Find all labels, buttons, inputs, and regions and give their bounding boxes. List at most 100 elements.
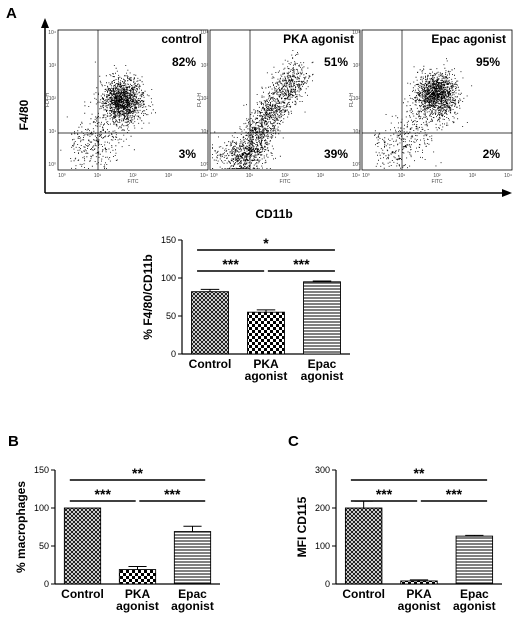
flow-x-tick-label: 10⁰ xyxy=(58,173,66,179)
flow-y-tick-label: 10³ xyxy=(49,63,57,69)
category-label: Control xyxy=(342,587,385,601)
category-label: Control xyxy=(189,357,232,371)
flow-x-tick-label: 10² xyxy=(281,173,289,179)
flow-x-tick-label: 10³ xyxy=(469,173,477,179)
flow-y-tick-label: 10⁰ xyxy=(200,162,208,168)
category-label: Control xyxy=(61,587,104,601)
flow-plots: 10⁰10⁰10¹10¹10²10²10³10³10⁴10⁴FITCFL4-Hc… xyxy=(45,29,513,185)
upper-right-percentage: 82% xyxy=(172,55,196,69)
bar-3 xyxy=(173,531,212,585)
significance-label: * xyxy=(263,235,269,251)
category-label: PKA xyxy=(253,357,279,371)
upper-right-percentage: 51% xyxy=(324,55,348,69)
lower-right-percentage: 2% xyxy=(483,147,501,161)
category-label: agonist xyxy=(301,369,344,383)
category-label: PKA xyxy=(406,587,432,601)
flow-y-tick-label: 10² xyxy=(353,96,361,102)
flow-outer-axes xyxy=(41,18,512,197)
lower-right-percentage: 39% xyxy=(324,147,348,161)
y-tick-label: 100 xyxy=(315,541,330,551)
flow-y-tick-label: 10⁴ xyxy=(352,30,360,36)
flow-dots xyxy=(60,61,156,169)
bar-3 xyxy=(455,535,494,585)
y-tick-label: 100 xyxy=(161,273,176,283)
panel-letter-c: C xyxy=(288,433,299,450)
flow-y-tick-label: 10¹ xyxy=(353,129,361,135)
flow-y-tick-label: 10⁴ xyxy=(48,30,56,36)
flow-y-tick-label: 10² xyxy=(49,96,57,102)
category-label: agonist xyxy=(453,599,496,613)
y-tick-label: 150 xyxy=(161,235,176,245)
category-label: Epac xyxy=(308,357,337,371)
flow-plot-x-label: FITC xyxy=(279,179,290,185)
significance-label: ** xyxy=(132,465,143,481)
category-label: Epac xyxy=(178,587,207,601)
y-tick-label: 200 xyxy=(315,503,330,513)
flow-plot-x-label: FITC xyxy=(431,179,442,185)
flow-y-tick-label: 10¹ xyxy=(49,129,57,135)
significance-label: *** xyxy=(222,256,239,272)
y-tick-label: 300 xyxy=(315,465,330,475)
flow-x-tick-label: 10⁰ xyxy=(210,173,218,179)
bar-1 xyxy=(191,291,229,355)
significance-label: ** xyxy=(414,465,425,481)
upper-right-percentage: 95% xyxy=(476,55,500,69)
lower-right-percentage: 3% xyxy=(179,147,197,161)
flow-x-tick-label: 10¹ xyxy=(94,173,102,179)
flow-x-axis-label: CD11b xyxy=(255,207,292,221)
flow-x-tick-label: 10⁴ xyxy=(504,173,512,179)
bar-1 xyxy=(344,507,383,585)
flow-y-tick-label: 10³ xyxy=(201,63,209,69)
category-label: agonist xyxy=(245,369,288,383)
bar-2 xyxy=(400,580,438,585)
flow-x-tick-label: 10⁴ xyxy=(352,173,360,179)
y-tick-label: 150 xyxy=(34,465,49,475)
y-axis-label: % macrophages xyxy=(14,481,28,573)
y-tick-label: 0 xyxy=(171,349,176,359)
category-label: agonist xyxy=(171,599,214,613)
flow-y-tick-label: 10³ xyxy=(353,63,361,69)
y-axis-label: % F4/80/CD11b xyxy=(141,254,155,339)
bar-2 xyxy=(118,569,157,585)
bar-1 xyxy=(63,507,102,585)
significance-label: *** xyxy=(293,256,310,272)
y-tick-label: 50 xyxy=(39,541,49,551)
flow-plot-title: PKA agonist xyxy=(283,32,354,46)
category-label: Epac xyxy=(460,587,489,601)
flow-plot-y-label: FL4-H xyxy=(197,93,203,107)
y-tick-label: 50 xyxy=(166,311,176,321)
flow-x-tick-label: 10³ xyxy=(317,173,325,179)
flow-x-tick-label: 10⁴ xyxy=(200,173,208,179)
y-tick-label: 0 xyxy=(325,579,330,589)
flow-x-tick-label: 10¹ xyxy=(398,173,406,179)
flow-plot-x-label: FITC xyxy=(127,179,138,185)
flow-y-tick-label: 10⁰ xyxy=(352,162,360,168)
flow-x-tick-label: 10¹ xyxy=(246,173,254,179)
flow-plot-1: 10⁰ 10⁰ 10¹ 10¹ 10² 10² 10³ 10³ 10⁴ 10⁴ FITC FL4-H c… xyxy=(45,29,209,185)
flow-x-tick-label: 10² xyxy=(433,173,441,179)
flow-x-tick-label: 10⁰ xyxy=(362,173,370,179)
bar-3 xyxy=(303,281,341,355)
category-label: agonist xyxy=(116,599,159,613)
flow-plot-2: 10⁰10⁰10¹10¹10²10²10³10³10⁴10⁴FITCFL4-HP… xyxy=(197,29,361,185)
flow-y-axis-label: F4/80 xyxy=(17,99,31,130)
flow-x-tick-label: 10² xyxy=(129,173,137,179)
significance-label: *** xyxy=(376,486,393,502)
panel-letter-b: B xyxy=(8,433,19,450)
category-label: PKA xyxy=(125,587,151,601)
flow-plot-title: Epac agonist xyxy=(431,32,506,46)
category-label: agonist xyxy=(398,599,441,613)
flow-y-tick-label: 10⁴ xyxy=(200,30,208,36)
flow-plot-title: control xyxy=(161,32,202,46)
panel-letter-a: A xyxy=(6,5,17,22)
flow-plot-y-label: FL4-H xyxy=(45,93,51,107)
significance-label: *** xyxy=(164,486,181,502)
flow-dot-cloud xyxy=(60,61,156,169)
y-axis-label: MFI CD115 xyxy=(295,496,309,557)
bar-2 xyxy=(247,311,285,355)
